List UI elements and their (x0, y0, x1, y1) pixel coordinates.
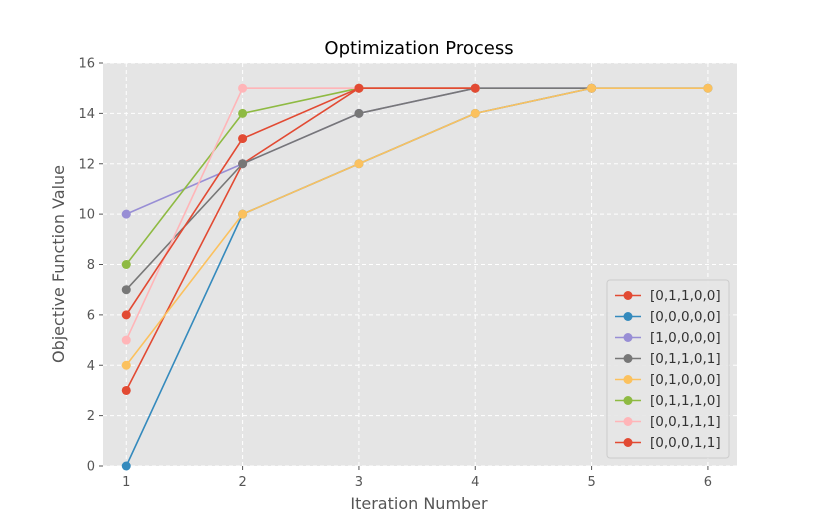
legend-marker (623, 312, 633, 321)
legend-item: [0,1,1,0,1] (615, 351, 721, 367)
data-point (121, 260, 131, 269)
data-point (121, 385, 131, 395)
series-line (125, 87, 476, 316)
legend-box (606, 279, 730, 459)
x-axis-ticks: 1 2 3 4 5 6 (122, 466, 712, 490)
legend-label: [1,0,0,0,0] (650, 330, 721, 346)
series-[0,0,0,1,1] (121, 83, 480, 320)
data-point (121, 310, 131, 320)
legend-marker (623, 375, 633, 384)
x-tick-label: 5 (587, 475, 595, 490)
legend-label: [0,1,0,0,0] (650, 372, 721, 388)
y-tick-label: 0 (87, 460, 95, 475)
series-line (125, 87, 708, 366)
y-tick-label: 12 (78, 157, 95, 172)
y-tick-label: 14 (78, 107, 95, 122)
legend-marker (623, 417, 633, 426)
data-point (238, 209, 248, 219)
legend-marker (623, 396, 633, 405)
data-point (703, 83, 713, 93)
data-point (121, 335, 131, 345)
legend-label: [0,1,1,1,0] (650, 393, 721, 409)
legend-marker (623, 291, 633, 300)
y-axis-label: Objective Function Value (49, 165, 68, 363)
y-axis-ticks: 0 2 4 6 8 10 12 14 16 (78, 57, 103, 475)
legend-marker (623, 333, 633, 342)
x-tick-label: 1 (122, 475, 130, 490)
y-tick-label: 10 (78, 208, 95, 223)
data-point (238, 83, 248, 93)
legend-item: [0,1,0,0,0] (615, 372, 721, 388)
legend-item: [1,0,0,0,0] (615, 330, 721, 346)
legend-item: [0,0,1,1,1] (615, 414, 721, 430)
data-point (121, 209, 131, 219)
y-tick-label: 6 (87, 308, 95, 323)
y-tick-label: 8 (87, 258, 95, 273)
legend-label: [0,0,1,1,1] (650, 414, 721, 430)
data-point (238, 159, 248, 169)
data-point (121, 360, 131, 370)
legend-label: [0,0,0,1,1] (650, 435, 721, 451)
x-tick-label: 4 (471, 475, 479, 490)
y-tick-label: 16 (78, 57, 95, 72)
x-axis-label: Iteration Number (350, 494, 488, 513)
y-tick-label: 4 (87, 359, 95, 374)
data-point (238, 108, 248, 118)
x-tick-label: 2 (238, 475, 246, 490)
legend-marker (623, 354, 633, 363)
data-point (121, 461, 131, 471)
data-point (470, 83, 480, 93)
series-lines (121, 83, 713, 471)
data-point (354, 83, 364, 93)
legend-marker (623, 438, 633, 447)
series-[0,1,0,0,0] (121, 83, 713, 370)
data-point (121, 285, 131, 295)
x-tick-label: 3 (355, 475, 363, 490)
data-point (354, 108, 364, 118)
data-point (587, 83, 597, 93)
legend-label: [0,0,0,0,0] (650, 309, 721, 325)
y-tick-label: 2 (87, 409, 95, 424)
legend-item: [0,0,0,0,0] (615, 309, 721, 325)
legend-label: [0,1,1,0,0] (650, 288, 721, 304)
legend-item: [0,1,1,0,0] (615, 288, 721, 304)
grid (103, 62, 737, 467)
legend: [0,1,1,0,0] [0,0,0,0,0] [1,0,0,0,0] [0,1,1,… (606, 279, 730, 459)
data-point (354, 159, 364, 169)
chart-title: Optimization Process (324, 38, 513, 59)
x-tick-label: 6 (704, 475, 712, 490)
data-point (238, 134, 248, 144)
data-point (470, 108, 480, 118)
legend-item: [0,1,1,1,0] (615, 393, 721, 409)
legend-item: [0,0,0,1,1] (615, 435, 721, 451)
legend-label: [0,1,1,0,1] (650, 351, 721, 367)
